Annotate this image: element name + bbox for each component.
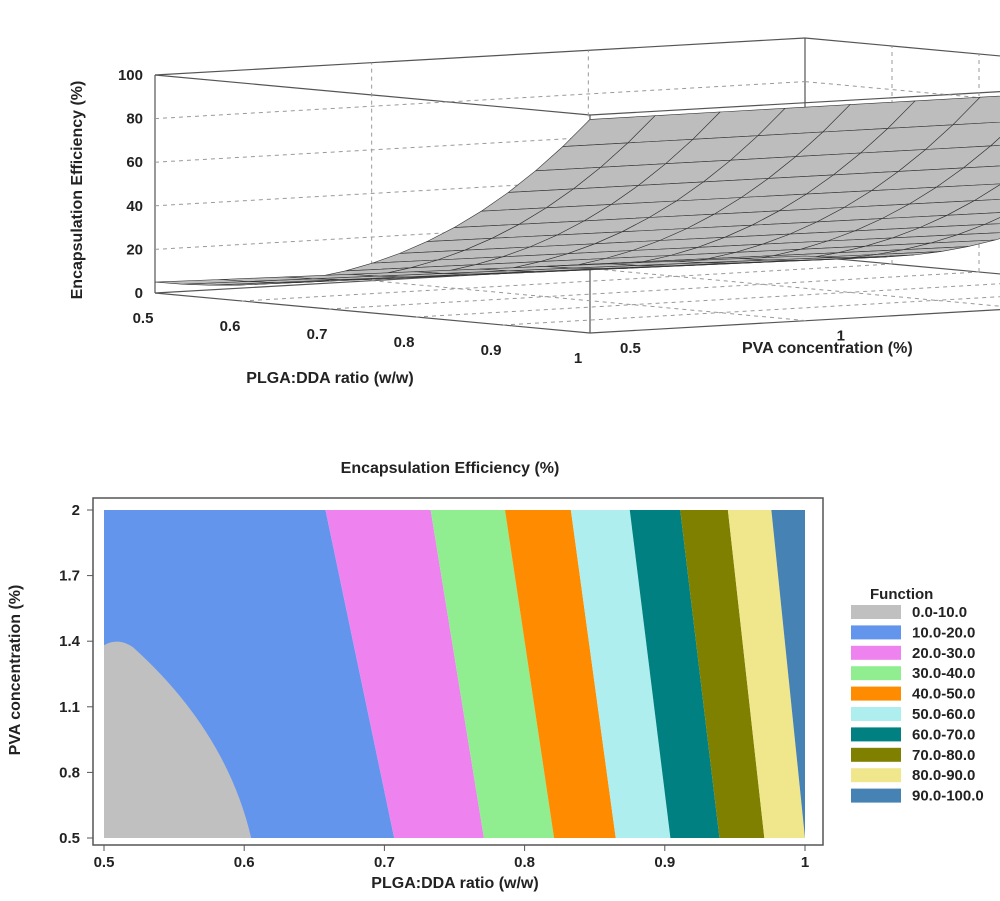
surface-mesh xyxy=(154,95,1000,286)
contour-region xyxy=(430,510,555,838)
legend-swatch xyxy=(851,768,901,783)
x-tick-label: 0.7 xyxy=(307,326,328,343)
box-edge xyxy=(589,309,1000,334)
x-tick-label: 0.8 xyxy=(514,854,535,871)
legend-label: 50.0-60.0 xyxy=(912,706,975,723)
z-tick-label: 0 xyxy=(135,285,143,302)
contour-region xyxy=(727,510,805,838)
surface-x-axis-label: PLGA:DDA ratio (w/w) xyxy=(246,370,413,387)
legend: Function 0.0-10.0 10.0-20.0 20.0-30.0 30.0-… xyxy=(851,586,984,805)
y-tick-label: 2 xyxy=(72,502,80,519)
y-tick-label: 1.4 xyxy=(59,633,81,650)
legend-label: 90.0-100.0 xyxy=(912,788,984,805)
legend-swatch xyxy=(851,645,901,660)
surface-y-axis-label: PVA concentration (%) xyxy=(742,340,913,357)
y-gridline xyxy=(588,267,1000,307)
contour-tick-labels: 0.5 0.6 0.7 0.8 0.9 1 0.5 0.8 1.1 1.4 1.7 2 xyxy=(59,502,809,871)
y-tick-label: 0.5 xyxy=(620,340,641,357)
y-gridline xyxy=(371,280,807,322)
legend-label: 10.0-20.0 xyxy=(912,624,975,641)
x-tick-label: 0.6 xyxy=(220,318,241,335)
z-tick-label: 60 xyxy=(126,154,143,171)
y-tick-label: 1.7 xyxy=(59,568,80,585)
box-edge xyxy=(589,91,1000,116)
legend-swatch xyxy=(851,666,901,681)
legend-label: 60.0-70.0 xyxy=(912,726,975,743)
x-tick-label: 0.9 xyxy=(654,854,675,871)
box-edge xyxy=(154,292,591,334)
contour-region xyxy=(629,510,720,838)
x-tick-label: 0.5 xyxy=(133,310,154,327)
surface-z-axis-label: Encapsulation Efficiency (%) xyxy=(69,81,86,300)
legend-swatch xyxy=(851,727,901,742)
y-tick-label: 0.5 xyxy=(59,830,80,847)
x-tick-label: 0.5 xyxy=(94,854,115,871)
legend-swatch xyxy=(851,747,901,762)
legend-swatch xyxy=(851,686,901,701)
legend-label: 40.0-50.0 xyxy=(912,686,975,703)
legend-label: 0.0-10.0 xyxy=(912,604,967,621)
z-gridline xyxy=(804,81,1000,101)
contour-region xyxy=(570,510,671,838)
contour-region xyxy=(504,510,616,838)
legend-label: 20.0-30.0 xyxy=(912,645,975,662)
box-edge xyxy=(154,74,591,116)
x-tick-label: 0.7 xyxy=(374,854,395,871)
z-tick-label: 20 xyxy=(126,241,143,258)
y-tick-label: 1 xyxy=(837,328,845,345)
box-edge xyxy=(804,255,1000,275)
z-tick-label: 80 xyxy=(126,111,143,128)
x-tick-label: 1 xyxy=(574,350,582,367)
contour-plot-frame xyxy=(92,497,824,846)
contour-regions xyxy=(104,510,805,838)
z-tick-label: 40 xyxy=(126,198,143,215)
contour-y-axis-label: PVA concentration (%) xyxy=(7,585,24,756)
contour-region xyxy=(325,510,484,838)
contour-region xyxy=(771,510,805,838)
y-tick-label: 0.8 xyxy=(59,764,80,781)
legend-swatch xyxy=(851,707,901,721)
legend-label: 30.0-40.0 xyxy=(912,665,975,682)
legend-label: 70.0-80.0 xyxy=(912,747,975,764)
contour-x-axis-label: PLGA:DDA ratio (w/w) xyxy=(371,875,538,892)
z-tick-label: 100 xyxy=(118,67,143,84)
box-edge xyxy=(804,37,1000,57)
x-tick-label: 0.9 xyxy=(481,342,502,359)
contour-plot: Encapsulation Efficiency (%) 0.5 0.6 0.7 0.… xyxy=(7,460,984,892)
legend-swatch xyxy=(851,788,901,803)
contour-title: Encapsulation Efficiency (%) xyxy=(341,460,560,477)
legend-swatch xyxy=(851,625,901,640)
surface-cell xyxy=(154,279,248,285)
legend-swatch xyxy=(851,605,901,619)
contour-region xyxy=(680,510,765,838)
contour-region xyxy=(104,641,252,838)
box-edge xyxy=(154,37,806,76)
legend-label: 80.0-90.0 xyxy=(912,767,975,784)
x-tick-label: 1 xyxy=(801,854,809,871)
y-tick-label: 1.1 xyxy=(59,699,80,716)
x-gridline xyxy=(502,296,1000,326)
x-tick-label: 0.6 xyxy=(234,854,255,871)
legend-title: Function xyxy=(870,586,933,603)
x-tick-label: 0.8 xyxy=(394,334,415,351)
